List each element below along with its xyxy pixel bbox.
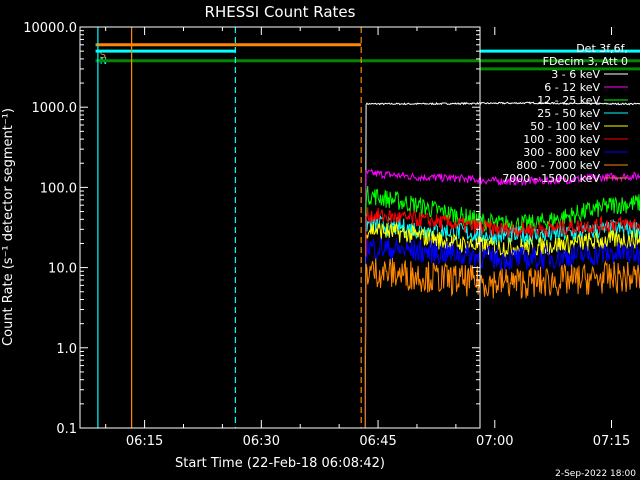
y-tick-label: 10000.0 (23, 21, 77, 36)
x-tick-label: 06:45 (359, 434, 396, 449)
legend-entry-label: 25 - 50 keV (537, 107, 600, 120)
y-tick-label: 0.1 (56, 422, 77, 437)
legend-entry-label: 300 - 800 keV (523, 146, 600, 159)
legend-header: FDecim 3, Att 0 (543, 55, 628, 68)
x-tick-label: 06:30 (243, 434, 280, 449)
legend-entry-label: 50 - 100 keV (530, 120, 600, 133)
legend-entry-label: 12 - 25 keV (537, 94, 600, 107)
data-layer: SNRD0RD6 (95, 27, 640, 429)
legend-entry-label: 7000 - 15000 keV (502, 172, 600, 185)
y-tick-label: 10.0 (48, 262, 77, 277)
y-axis-label: Count Rate (s⁻¹ detector segment⁻¹) (1, 108, 16, 346)
x-tick-label: 07:00 (476, 434, 513, 449)
y-tick-label: 100.0 (40, 181, 77, 196)
footer-timestamp: 2-Sep-2022 18:00 (555, 469, 636, 479)
legend-entry-label: 3 - 6 keV (551, 68, 600, 81)
x-axis-label: Start Time (22-Feb-18 06:08:42) (175, 456, 385, 471)
series-line (364, 168, 640, 429)
series-line (364, 185, 640, 429)
plot-frame (79, 26, 481, 429)
axes-layer: 0.1 1.0 10.0 100.0 1000.0 10000.0 06:15 06:30 06… (23, 21, 630, 449)
legend-entry-label: 6 - 12 keV (544, 81, 600, 94)
y-tick-label: 1000.0 (32, 101, 78, 116)
chart-title: RHESSI Count Rates (205, 3, 356, 21)
series-line (364, 221, 640, 429)
series-line (364, 101, 640, 429)
series-line (364, 236, 640, 429)
state-band-label: S (100, 50, 106, 61)
x-tick-label: 06:15 (126, 434, 163, 449)
series-line (364, 207, 640, 429)
legend-header: Det 3f,6f, (576, 42, 628, 55)
legend-entry-label: 800 - 7000 keV (516, 159, 600, 172)
y-tick-label: 1.0 (56, 342, 77, 357)
x-tick-label: 07:15 (593, 434, 630, 449)
series-line (364, 257, 640, 429)
legend-entry-label: 100 - 300 keV (523, 133, 600, 146)
